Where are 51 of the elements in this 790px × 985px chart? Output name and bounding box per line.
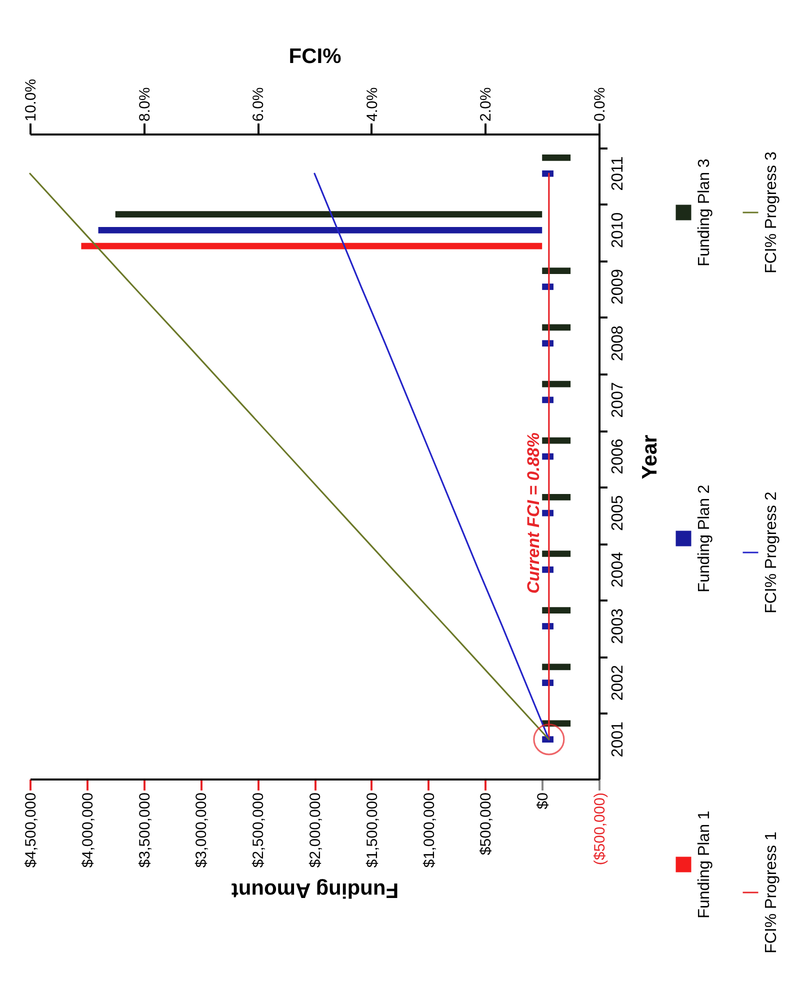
x2-tick-label: 4.0%: [364, 87, 381, 122]
bar: [542, 550, 571, 557]
x2-tick-label: 8.0%: [136, 87, 154, 122]
y-tick-label: 2011: [610, 156, 626, 191]
x-tick-label: $2,500,000: [250, 792, 268, 868]
x2-tick-label: 10.0%: [22, 78, 40, 122]
x-tick-label: $2,000,000: [307, 792, 324, 868]
legend-label: Funding Plan 1: [696, 810, 713, 918]
bar: [542, 324, 571, 331]
legend-label: FCI% Progress 2: [763, 491, 780, 614]
x-tick-label: $4,000,000: [79, 792, 96, 868]
x-tick-label: $3,500,000: [136, 792, 154, 868]
bar: [542, 380, 571, 388]
legend-label: FCI% Progress 3: [763, 151, 780, 274]
y-tick-label: 2003: [610, 608, 626, 644]
x2-tick-label: 6.0%: [250, 87, 268, 122]
y-tick-label: 2008: [610, 325, 626, 362]
x2-tick-label: 0.0%: [592, 87, 608, 122]
y-tick-label: 2004: [610, 552, 626, 588]
legend-label: Funding Plan 3: [696, 158, 713, 266]
y-tick-label: 2001: [610, 721, 626, 758]
y-tick-label: 2007: [610, 382, 626, 418]
annotation: Current FCI = 0.88%: [524, 432, 543, 594]
bar: [542, 170, 554, 177]
y-axis-title: Year: [638, 434, 662, 480]
y-tick-label: 2006: [610, 438, 626, 474]
bar: [542, 437, 571, 444]
y-tick-label: 2005: [610, 495, 626, 531]
x-tick-label: $500,000: [478, 792, 495, 856]
x-tick-label: $4,500,000: [22, 792, 40, 868]
x-axis-title: Funding Amount: [231, 878, 399, 902]
y-tick-label: 2010: [610, 212, 626, 248]
bar: [115, 211, 542, 218]
x-tick-label: $0: [534, 792, 552, 810]
legend-label: Funding Plan 2: [696, 484, 713, 592]
x-tick-label: ($500,000): [592, 792, 608, 866]
bar: [542, 268, 571, 274]
y-tick-label: 2002: [610, 664, 626, 701]
x-tick-label: $3,000,000: [193, 792, 210, 868]
bar: [98, 227, 542, 234]
bar: [542, 664, 571, 670]
x2-tick-label: 2.0%: [478, 87, 495, 122]
x-tick-label: $1,500,000: [364, 792, 381, 868]
bar: [81, 242, 542, 250]
legend-label: FCI% Progress 1: [763, 831, 780, 954]
x2-axis-title: FCI%: [288, 44, 342, 68]
bar: [542, 494, 571, 500]
y-tick-label: 2009: [610, 268, 626, 305]
bar: [542, 607, 571, 614]
x-tick-label: $1,000,000: [420, 792, 438, 868]
bar: [542, 154, 571, 161]
